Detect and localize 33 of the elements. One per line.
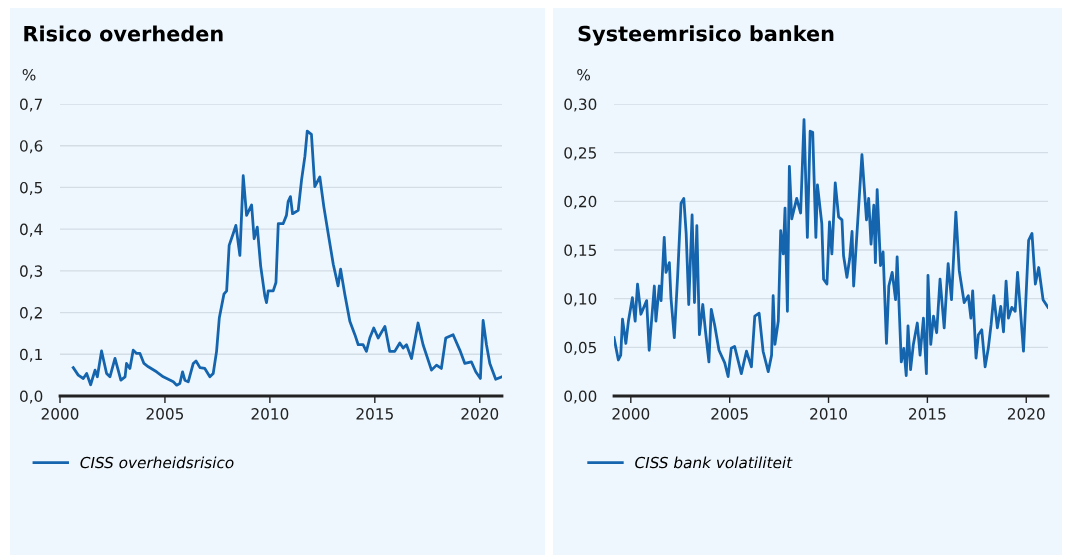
y-tick-label: 0,3 [20,265,43,279]
legend-label: CISS bank volatiliteit [635,456,793,469]
y-tick-label: 0,6 [20,140,43,154]
y-tick-label: 0,5 [20,181,42,196]
chart-title: Risico overheden [24,25,223,42]
y-axis-title: % [22,69,36,81]
y-tick-label: 0,30 [564,98,597,112]
x-tick-label: 2015 [909,408,946,420]
x-tick-label: 2010 [810,408,847,420]
y-tick-label: 0,00 [564,390,597,404]
x-tick-label: 2010 [251,408,289,420]
y-tick-label: 0,7 [20,98,43,112]
x-tick-label: 2000 [41,408,79,420]
y-tick-label: 0,4 [20,223,43,237]
x-tick-label: 2005 [711,408,748,420]
x-tick-label: 2000 [612,408,650,420]
line-series [71,129,502,387]
chart-title: Systeemrisico banken [578,25,834,46]
y-tick-label: 0,20 [564,195,597,209]
legend-label: CISS overheidsrisico [80,456,234,469]
y-tick-label: 0,1 [20,348,42,362]
y-tick-label: 0,10 [564,293,597,307]
y-tick-label: 0,15 [564,244,596,258]
y-tick-label: 0,05 [564,341,596,355]
x-tick-label: 2015 [356,408,393,420]
y-axis-title: % [577,69,591,81]
x-tick-label: 2020 [461,408,499,420]
line-series [614,118,1048,378]
y-tick-label: 0,25 [564,147,596,161]
y-tick-label: 0,2 [20,307,42,321]
y-tick-label: 0,0 [20,390,43,404]
x-tick-label: 2020 [1007,408,1045,420]
x-tick-label: 2005 [146,408,184,420]
